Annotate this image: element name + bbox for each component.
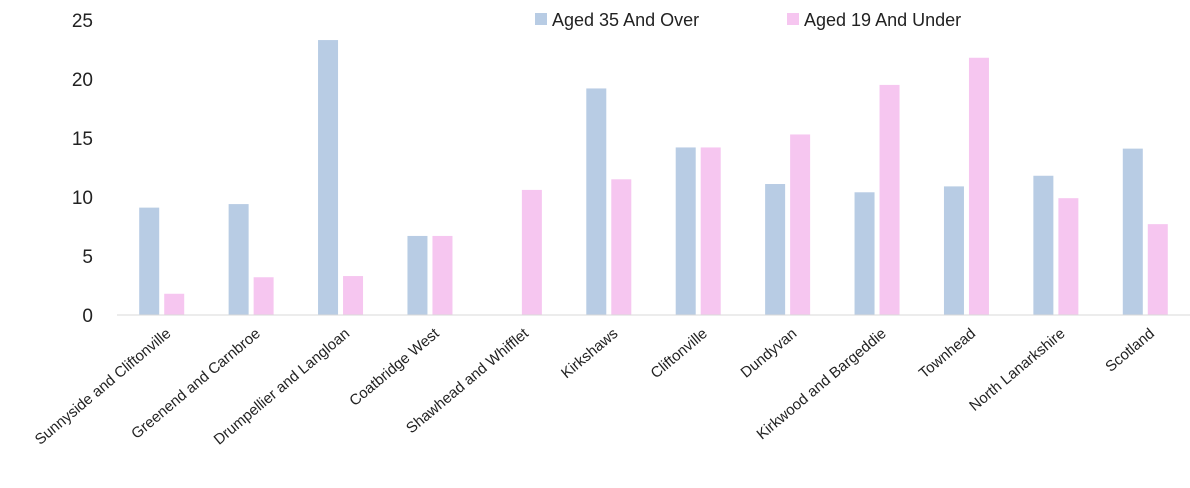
x-tick-label: Scotland bbox=[1102, 325, 1158, 376]
x-tick-label: Dundyvan bbox=[738, 325, 801, 381]
bar-aged-19-and-under bbox=[611, 179, 632, 315]
bar-aged-35-and-over bbox=[1033, 175, 1054, 315]
legend-swatch bbox=[787, 13, 799, 25]
y-tick-label: 25 bbox=[72, 11, 93, 32]
bars bbox=[139, 40, 1168, 316]
bar-aged-35-and-over bbox=[943, 186, 964, 315]
y-tick-label: 0 bbox=[82, 306, 93, 327]
bar-aged-19-and-under bbox=[253, 277, 274, 315]
legend: Aged 35 And Over Aged 19 And Under bbox=[535, 10, 961, 30]
legend-label: Aged 35 And Over bbox=[552, 10, 699, 30]
legend-swatch bbox=[535, 13, 547, 25]
x-tick-label: Cliftonville bbox=[647, 325, 710, 382]
x-tick-label: Coatbridge West bbox=[346, 325, 443, 410]
bar-aged-19-and-under bbox=[164, 293, 185, 315]
bar-aged-35-and-over bbox=[318, 40, 339, 316]
bar-aged-35-and-over bbox=[854, 192, 875, 315]
bar-aged-35-and-over bbox=[675, 147, 696, 315]
y-tick-label: 5 bbox=[82, 247, 93, 268]
bar-aged-19-and-under bbox=[343, 276, 364, 315]
bar-aged-35-and-over bbox=[586, 88, 607, 315]
bar-aged-35-and-over bbox=[139, 207, 160, 315]
bar-aged-35-and-over bbox=[1122, 148, 1143, 315]
bar-aged-19-and-under bbox=[968, 57, 989, 315]
y-tick-label: 10 bbox=[72, 188, 93, 209]
y-axis: 0 5 10 15 20 25 bbox=[72, 11, 93, 327]
bar-aged-19-and-under bbox=[879, 84, 900, 316]
x-tick-label: Kirkshaws bbox=[558, 325, 621, 382]
bar-aged-19-and-under bbox=[432, 235, 453, 315]
bar-aged-19-and-under bbox=[1058, 198, 1079, 315]
y-tick-label: 20 bbox=[72, 70, 93, 91]
bar-aged-19-and-under bbox=[700, 147, 721, 315]
legend-label: Aged 19 And Under bbox=[804, 10, 961, 30]
x-tick-label: Townhead bbox=[916, 325, 979, 382]
bar-aged-19-and-under bbox=[790, 134, 811, 315]
x-tick-label: North Lanarkshire bbox=[966, 325, 1068, 415]
bar-aged-35-and-over bbox=[765, 184, 786, 315]
bar-aged-35-and-over bbox=[228, 204, 249, 315]
bar-aged-19-and-under bbox=[521, 189, 542, 315]
bar-aged-19-and-under bbox=[1147, 224, 1168, 315]
bar-aged-35-and-over bbox=[407, 235, 428, 315]
y-tick-label: 15 bbox=[72, 129, 93, 150]
